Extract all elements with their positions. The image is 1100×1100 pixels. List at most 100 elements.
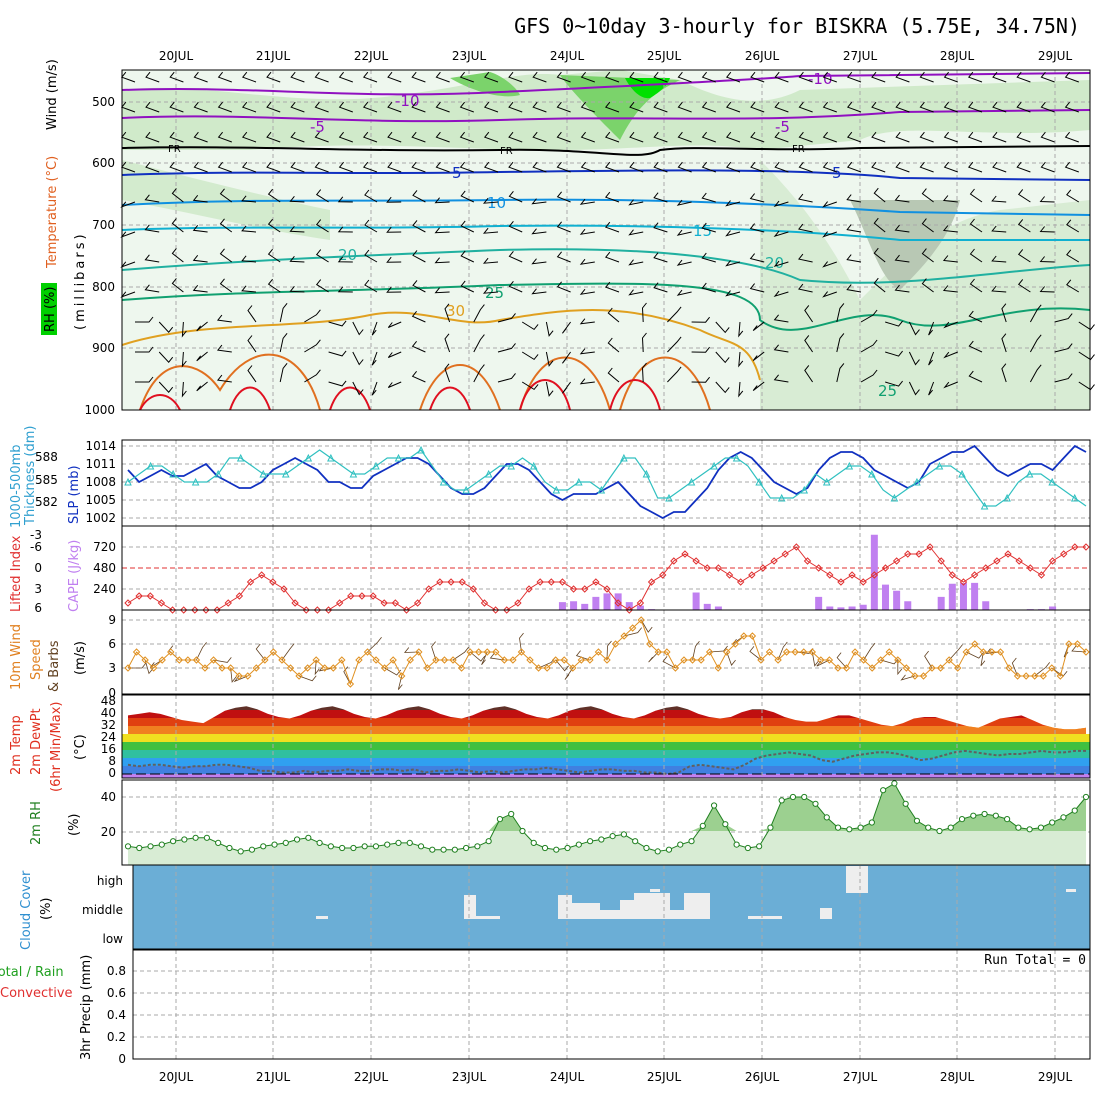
surface-wind-barb — [777, 641, 788, 661]
wind-speed-point — [680, 656, 688, 664]
rh-point — [834, 824, 842, 831]
isotherm-minus10 — [122, 72, 1090, 96]
wind-barb — [1066, 189, 1080, 203]
wind-barb — [894, 194, 910, 203]
wind-barb — [531, 198, 547, 205]
wind-speed-point — [492, 648, 500, 656]
wind-barb — [1054, 313, 1073, 323]
wind-barb — [969, 188, 983, 203]
wind-speed-point — [269, 648, 278, 656]
wind-speed-point — [158, 656, 166, 664]
lifted-index-point — [881, 564, 890, 572]
surface-wind-barb — [836, 652, 847, 669]
wind-speed-point — [526, 656, 534, 664]
thickness-point — [507, 461, 516, 470]
pressure-tick: 700 — [92, 218, 115, 232]
wind-barb — [412, 250, 426, 263]
wind-barb — [192, 254, 208, 263]
wind-speed-point — [962, 648, 970, 656]
thickness-point — [732, 453, 741, 462]
wind-barb — [434, 287, 450, 294]
wind-barb — [846, 254, 862, 263]
wind-barb — [219, 218, 233, 233]
rh-point — [632, 838, 639, 845]
wind-barb — [266, 161, 281, 173]
wind-barb — [629, 161, 644, 173]
wind-barb — [304, 339, 321, 353]
wind-speed-point — [141, 656, 149, 664]
wind-barb — [641, 302, 647, 323]
lifted-index-point — [168, 606, 177, 614]
wind-speed-point — [1065, 640, 1073, 648]
wind-speed-point — [911, 672, 919, 680]
surface-wind-barb — [662, 656, 676, 669]
wind-barb — [387, 161, 402, 173]
thickness-point — [529, 461, 538, 470]
isotherm-15 — [122, 224, 1090, 241]
surface-wind-barb — [966, 651, 984, 659]
wind-barb — [676, 259, 692, 266]
wind-barb — [144, 224, 160, 233]
wind-barb — [968, 340, 983, 353]
wind-speed-point — [244, 672, 252, 680]
wind-barb — [701, 252, 716, 263]
wind-barb — [667, 336, 682, 353]
lifted-index-point — [458, 578, 466, 586]
wind-barb — [508, 71, 523, 83]
lifted-index-point — [614, 599, 622, 607]
wind-speed-point — [474, 648, 483, 656]
wind-barb — [969, 218, 983, 233]
lifted-index-point — [948, 571, 957, 579]
rh-point — [665, 846, 673, 853]
contour-label: -5 — [775, 118, 790, 136]
wind-barb — [483, 101, 499, 113]
wind-speed-point — [731, 640, 740, 648]
wind-barb — [677, 101, 692, 113]
wind-barb — [1016, 131, 1031, 143]
rh-point — [575, 841, 582, 848]
temp2m-label: 2m Temp — [9, 715, 24, 775]
bottom-date-axis: 20JUL 21JUL 22JUL 23JUL 24JUL 25JUL 26JU… — [159, 1070, 1073, 1084]
wind-speed-point — [945, 656, 953, 664]
thickness-label: 1000-500mb — [9, 444, 24, 528]
wind-barb — [328, 380, 347, 387]
wind-speed-point — [1073, 640, 1082, 648]
lifted-index-point — [547, 578, 556, 586]
wind-barb — [192, 224, 208, 233]
temp-unit-label: (°C) — [73, 734, 88, 760]
wind-barb — [386, 226, 402, 233]
bottom-date-tick: 23JUL — [452, 1070, 487, 1084]
contour-label: -5 — [310, 118, 325, 136]
wind-barb — [267, 248, 281, 263]
wind-barb — [968, 310, 983, 323]
pressure-tick: 800 — [92, 280, 115, 294]
rh-point — [981, 810, 988, 818]
wind-speed-point — [774, 656, 782, 664]
wind-barb — [508, 190, 523, 203]
wind-barb — [289, 255, 305, 263]
wind-barb — [411, 161, 426, 173]
wind-barb — [628, 259, 644, 266]
wind-barb — [895, 131, 910, 143]
wind-barb — [641, 332, 647, 353]
wind-barb — [928, 351, 935, 366]
wind-speed-point — [834, 664, 842, 672]
wind-speed-point — [800, 648, 808, 656]
wind-speed-point — [902, 664, 911, 672]
surface-wind-barb — [367, 637, 382, 653]
cape-bar — [703, 603, 711, 610]
wind-barb — [314, 71, 329, 83]
isotherm-freezing — [122, 145, 1090, 156]
wind-barb — [860, 309, 878, 323]
lifted-index-point — [146, 592, 154, 600]
precip-tick: 0.2 — [107, 1030, 126, 1044]
rh-point — [474, 843, 481, 850]
wind-barb — [531, 228, 547, 235]
wind-speed-point — [184, 656, 192, 664]
surface-wind-barb — [1011, 657, 1018, 677]
wind-barb — [314, 131, 329, 143]
wind-barb — [677, 131, 692, 143]
lifted-index-point — [1015, 557, 1023, 565]
top-date-tick: 22JUL — [354, 49, 389, 63]
temp-tick: 32 — [101, 718, 116, 732]
